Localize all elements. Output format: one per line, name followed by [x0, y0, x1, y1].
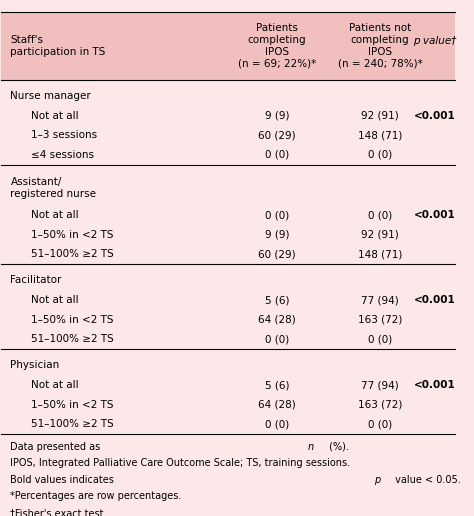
Text: Not at all: Not at all	[31, 111, 79, 121]
Text: 60 (29): 60 (29)	[258, 249, 296, 260]
Text: 64 (28): 64 (28)	[258, 400, 296, 410]
Text: 77 (94): 77 (94)	[361, 380, 399, 391]
Text: 51–100% ≥2 TS: 51–100% ≥2 TS	[31, 334, 114, 345]
FancyBboxPatch shape	[1, 12, 455, 79]
Text: Not at all: Not at all	[31, 211, 79, 220]
Text: Nurse manager: Nurse manager	[10, 91, 91, 101]
Text: 0 (0): 0 (0)	[368, 420, 392, 429]
Text: *Percentages are row percentages.: *Percentages are row percentages.	[10, 491, 182, 502]
Text: Not at all: Not at all	[31, 380, 79, 391]
Text: 0 (0): 0 (0)	[368, 150, 392, 160]
Text: ≤4 sessions: ≤4 sessions	[31, 150, 94, 160]
Text: Not at all: Not at all	[31, 295, 79, 305]
Text: <0.001: <0.001	[414, 380, 456, 391]
Text: 77 (94): 77 (94)	[361, 295, 399, 305]
Text: value < 0.05.: value < 0.05.	[392, 475, 461, 485]
Text: 148 (71): 148 (71)	[358, 130, 402, 140]
Text: 0 (0): 0 (0)	[265, 420, 289, 429]
Text: 1–50% in <2 TS: 1–50% in <2 TS	[31, 230, 113, 240]
Text: <0.001: <0.001	[414, 295, 456, 305]
Text: Bold values indicates: Bold values indicates	[10, 475, 118, 485]
Text: Facilitator: Facilitator	[10, 276, 62, 285]
Text: <0.001: <0.001	[414, 111, 456, 121]
Text: IPOS, Integrated Palliative Care Outcome Scale; TS, training sessions.: IPOS, Integrated Palliative Care Outcome…	[10, 458, 351, 468]
Text: Data presented as: Data presented as	[10, 442, 104, 452]
Text: Staff's
participation in TS: Staff's participation in TS	[10, 35, 106, 57]
Text: n: n	[308, 442, 314, 452]
Text: 51–100% ≥2 TS: 51–100% ≥2 TS	[31, 249, 114, 260]
Text: 5 (6): 5 (6)	[264, 295, 289, 305]
Text: Patients not
completing
IPOS
(n = 240; 78%)*: Patients not completing IPOS (n = 240; 7…	[338, 23, 422, 68]
Text: Patients
completing
IPOS
(n = 69; 22%)*: Patients completing IPOS (n = 69; 22%)*	[238, 23, 316, 68]
Text: 0 (0): 0 (0)	[265, 334, 289, 345]
Text: 5 (6): 5 (6)	[264, 380, 289, 391]
Text: 1–3 sessions: 1–3 sessions	[31, 130, 97, 140]
Text: 148 (71): 148 (71)	[358, 249, 402, 260]
Text: 0 (0): 0 (0)	[265, 211, 289, 220]
Text: 0 (0): 0 (0)	[368, 211, 392, 220]
Text: 163 (72): 163 (72)	[358, 315, 402, 325]
Text: (%).: (%).	[326, 442, 349, 452]
Text: †Fisher's exact test.: †Fisher's exact test.	[10, 508, 107, 516]
Text: 51–100% ≥2 TS: 51–100% ≥2 TS	[31, 420, 114, 429]
Text: <0.001: <0.001	[414, 211, 456, 220]
Text: 92 (91): 92 (91)	[361, 230, 399, 240]
Text: p: p	[374, 475, 380, 485]
Text: Assistant/
registered nurse: Assistant/ registered nurse	[10, 177, 97, 199]
Text: 64 (28): 64 (28)	[258, 315, 296, 325]
Text: 60 (29): 60 (29)	[258, 130, 296, 140]
Text: 0 (0): 0 (0)	[368, 334, 392, 345]
Text: 9 (9): 9 (9)	[264, 111, 289, 121]
Text: 92 (91): 92 (91)	[361, 111, 399, 121]
Text: 0 (0): 0 (0)	[265, 150, 289, 160]
Text: 9 (9): 9 (9)	[264, 230, 289, 240]
Text: 1–50% in <2 TS: 1–50% in <2 TS	[31, 400, 113, 410]
Text: p value†: p value†	[413, 36, 456, 46]
Text: Physician: Physician	[10, 360, 60, 370]
Text: 1–50% in <2 TS: 1–50% in <2 TS	[31, 315, 113, 325]
Text: 163 (72): 163 (72)	[358, 400, 402, 410]
